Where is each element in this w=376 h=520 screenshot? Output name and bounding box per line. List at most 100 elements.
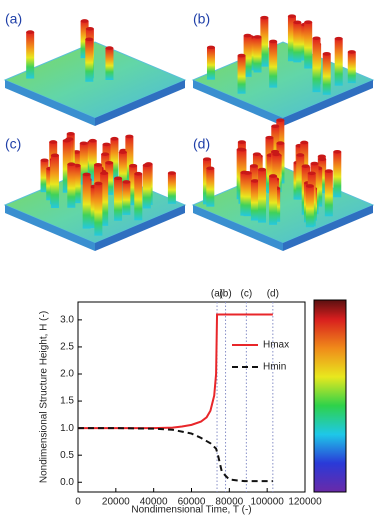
pillar-top [101, 152, 110, 156]
pillar [114, 178, 123, 221]
pillar [167, 173, 176, 204]
pillar-top [142, 163, 151, 167]
pillar-top [300, 140, 309, 145]
pillar [243, 35, 252, 77]
pillar [26, 32, 35, 79]
y-tick-label: 0.5 [60, 450, 74, 461]
pillar [293, 22, 302, 63]
pillar [88, 140, 97, 182]
pillar [237, 55, 246, 94]
pillar [82, 174, 91, 229]
pillar [50, 155, 59, 208]
pillar [110, 138, 119, 181]
x-tick-label: 0 [75, 497, 81, 508]
pillar [322, 53, 331, 95]
pillar [40, 160, 49, 193]
series-line [78, 313, 273, 430]
pillar [105, 162, 114, 195]
pillar-top [100, 171, 109, 175]
pillar-top [85, 26, 94, 31]
pillar-top [265, 135, 274, 140]
pillar-top [206, 166, 215, 171]
pillar [333, 151, 342, 198]
y-tick-label: 3.0 [60, 315, 74, 326]
pillar [269, 175, 278, 225]
pillar [134, 173, 143, 221]
pillar-top [110, 136, 119, 141]
colorbar [313, 299, 347, 493]
pillar-top [66, 131, 75, 136]
x-tick-label: 120000 [288, 497, 322, 508]
pillar [250, 180, 259, 221]
pillar [118, 152, 127, 192]
surface-edge [5, 205, 95, 251]
pillar [324, 171, 333, 217]
marker-label: (d) [267, 289, 279, 300]
pillar [80, 20, 89, 59]
plot-frame [77, 301, 306, 493]
pillar [287, 16, 296, 62]
surface-edge [193, 205, 283, 251]
pillar-top [252, 152, 261, 156]
x-tick-label: 40000 [140, 497, 168, 508]
marker-label: (b) [219, 289, 231, 300]
marker-label: (c) [241, 289, 253, 300]
pillar-top [237, 53, 246, 58]
pillar-top [305, 184, 314, 188]
y-axis-label: Nondimensional Structure Height, H (-) [39, 311, 50, 483]
pillar-top [102, 142, 111, 147]
pillar-top [271, 124, 280, 128]
pillar [89, 186, 98, 229]
pillar-top [304, 20, 313, 24]
x-tick-label: 20000 [102, 497, 130, 508]
pillar [129, 165, 138, 206]
pillar-top [129, 163, 138, 168]
pillar-top [269, 174, 278, 178]
pillar-top [324, 169, 333, 173]
x-tick-label: 60000 [178, 497, 206, 508]
pillar-top [125, 134, 134, 139]
pillar-top [258, 167, 267, 172]
y-tick-label: 2.0 [60, 369, 74, 380]
series-line [78, 427, 273, 483]
surface-edge [283, 80, 373, 126]
pillar-top [307, 171, 316, 176]
surface-edge [5, 80, 95, 126]
pillar-top [243, 171, 252, 175]
pillar-top [276, 118, 285, 122]
panel-label: (d) [193, 136, 210, 152]
pillar-top [310, 161, 319, 166]
pillar-top [82, 172, 91, 177]
pillar-top [50, 153, 59, 158]
pillar [94, 183, 103, 236]
pillar-top [88, 138, 97, 143]
pillar [206, 168, 215, 207]
panel-label: (a) [5, 11, 22, 27]
pillar-top [253, 35, 262, 39]
pillar-top [293, 20, 302, 25]
pillar-top [40, 158, 49, 163]
pillar-top [312, 36, 321, 41]
pillar-top [249, 164, 258, 168]
surface-edge [95, 80, 185, 126]
y-tick-label: 0.0 [60, 477, 74, 488]
pillar-top [114, 176, 123, 181]
pillar [347, 51, 356, 84]
y-tick-label: 1.5 [60, 396, 74, 407]
pillar [260, 17, 269, 67]
pillar-top [105, 160, 114, 165]
pillar-top [237, 140, 246, 144]
pillar-top [80, 19, 89, 23]
pillar-top [118, 150, 127, 154]
legend-label: Hmin [263, 362, 286, 373]
surface-panels: (a) (b) (c) (d) [3, 11, 375, 251]
pillar [85, 39, 94, 82]
pillar-top [333, 149, 342, 154]
pillar-top [317, 154, 326, 159]
pillar-top [250, 179, 259, 183]
pillar [79, 143, 88, 185]
pillar [296, 154, 305, 200]
pillar-top [243, 33, 252, 38]
pillar-top [94, 162, 103, 167]
pillar-top [134, 171, 143, 176]
